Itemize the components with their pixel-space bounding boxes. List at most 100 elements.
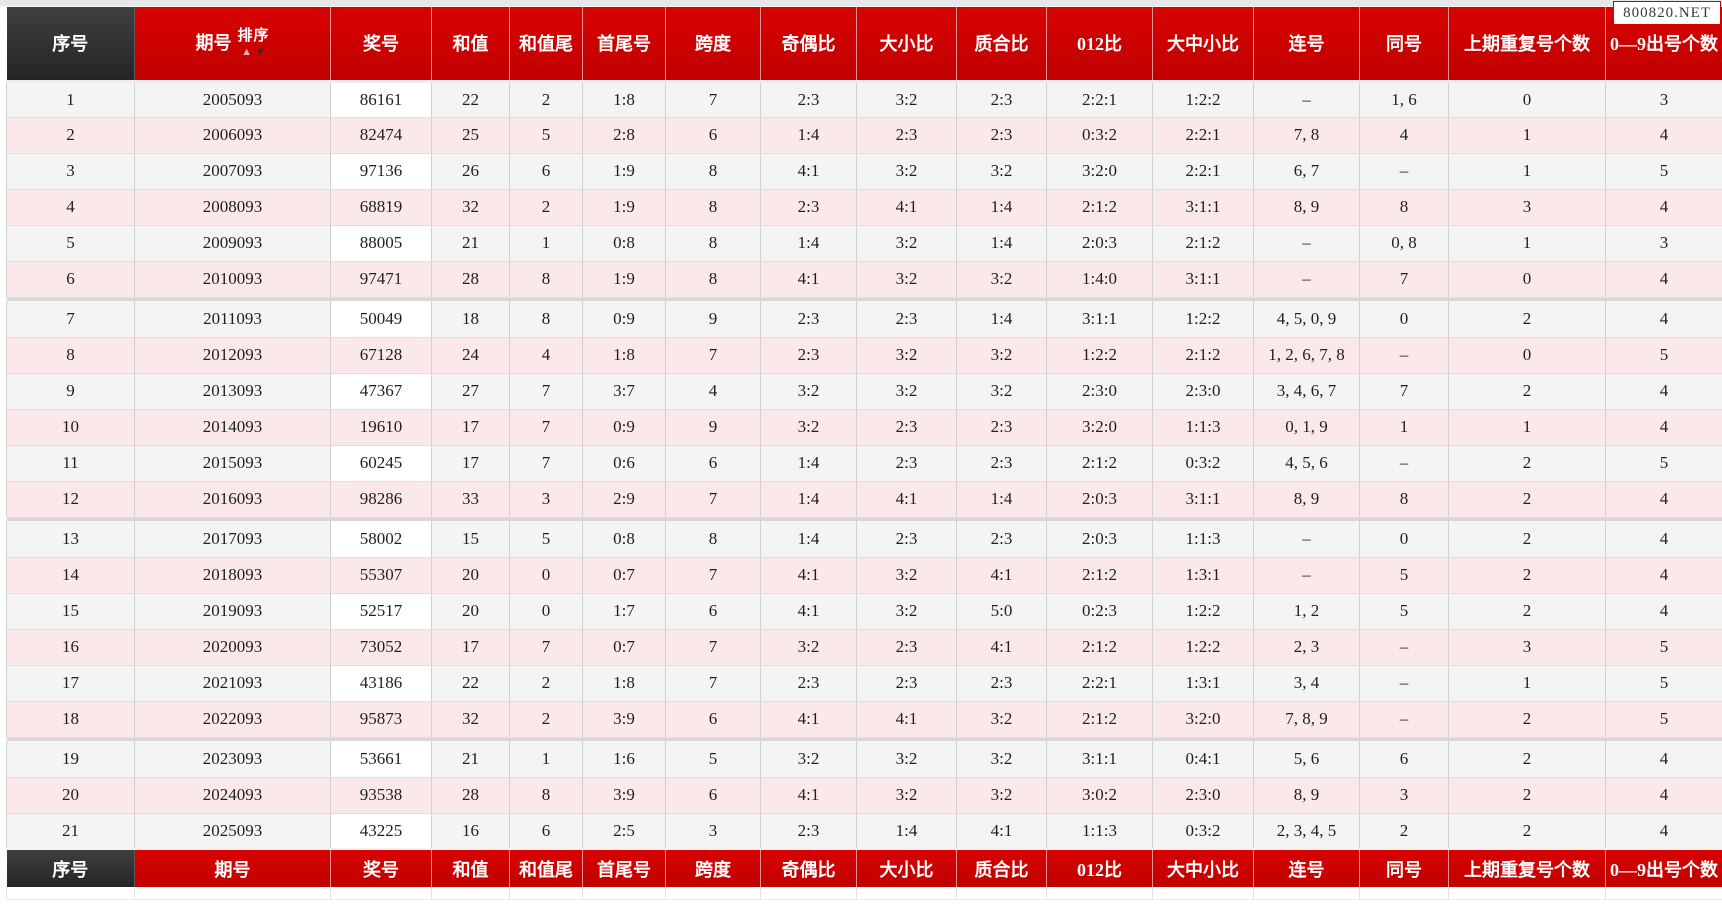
footer-column-same-number: 同号 bbox=[1359, 848, 1449, 887]
cell-consecutive: 1, 2 bbox=[1253, 593, 1360, 630]
cell-ratio-012: 3:2:0 bbox=[1046, 153, 1153, 190]
cell-digit-count: 5 bbox=[1605, 445, 1722, 482]
table-row: 16 2020093 73052 17 7 0:7 7 3:2 2:3 4:1 2:1:2 1:2:2… bbox=[6, 629, 1722, 666]
cell-issue: 2021093 bbox=[134, 665, 331, 702]
cell-seq: 14 bbox=[6, 557, 135, 594]
cell-ratio-012: 2:0:3 bbox=[1046, 481, 1153, 518]
cell-prize: 88005 bbox=[330, 225, 432, 262]
cell-digit-count: 4 bbox=[1605, 593, 1722, 630]
cell-prev-repeat: 0 bbox=[1448, 337, 1606, 374]
cell-seq: 13 bbox=[6, 521, 135, 558]
footer-column-ratio-012: 012比 bbox=[1046, 848, 1153, 887]
cell-sum-tail: 3 bbox=[509, 481, 583, 518]
cell-consecutive: – bbox=[1253, 521, 1360, 558]
cell-prize: 82474 bbox=[330, 117, 432, 154]
table-row: 18 2022093 95873 32 2 3:9 6 4:1 4:1 3:2 2:1:2 3:2:0… bbox=[6, 701, 1722, 738]
group-separator bbox=[6, 517, 1722, 521]
cell-consecutive: 4, 5, 6 bbox=[1253, 445, 1360, 482]
cell-same-number: 0 bbox=[1359, 301, 1449, 338]
cell-digit-count: 4 bbox=[1605, 189, 1722, 226]
cell-span: 8 bbox=[665, 261, 761, 298]
cell-big-small: 2:3 bbox=[856, 521, 957, 558]
cell-prize: 86161 bbox=[330, 81, 432, 118]
cell-issue: 2019093 bbox=[134, 593, 331, 630]
table-row: 13 2017093 58002 15 5 0:8 8 1:4 2:3 2:3 2:0:3 1:1:3… bbox=[6, 521, 1722, 558]
cell-sum-tail: 2 bbox=[509, 701, 583, 738]
cell-ratio-012: 0:2:3 bbox=[1046, 593, 1153, 630]
cell-sum-tail: 8 bbox=[509, 261, 583, 298]
sort-descending-icon[interactable]: ▼ bbox=[254, 45, 266, 58]
footer-column-issue: 期号 bbox=[134, 848, 331, 887]
cell-sum-tail: 7 bbox=[509, 409, 583, 446]
cell-seq: 8 bbox=[6, 337, 135, 374]
cell-prize: 19610 bbox=[330, 409, 432, 446]
footer-column-odd-even: 奇偶比 bbox=[760, 848, 857, 887]
cell-prime-comp: 2:3 bbox=[956, 445, 1047, 482]
cell-big-small: 3:2 bbox=[856, 261, 957, 298]
sort-ascending-icon[interactable]: ▲ bbox=[241, 45, 252, 58]
cell-first-last: 1:9 bbox=[582, 153, 666, 190]
cell-digit-count: 5 bbox=[1605, 665, 1722, 702]
partial-cell-first-last bbox=[582, 887, 666, 900]
column-header-ratio-012: 012比 bbox=[1046, 7, 1153, 83]
cell-prize: 73052 bbox=[330, 629, 432, 666]
cell-prev-repeat: 3 bbox=[1448, 629, 1606, 666]
cell-big-small: 4:1 bbox=[856, 481, 957, 518]
cell-digit-count: 4 bbox=[1605, 557, 1722, 594]
cell-prize: 52517 bbox=[330, 593, 432, 630]
cell-big-small: 3:2 bbox=[856, 741, 957, 778]
cell-big-small: 2:3 bbox=[856, 117, 957, 154]
cell-prev-repeat: 2 bbox=[1448, 445, 1606, 482]
cell-span: 9 bbox=[665, 409, 761, 446]
cell-sum: 21 bbox=[431, 225, 510, 262]
cell-ratio-012: 2:1:2 bbox=[1046, 557, 1153, 594]
cell-sum: 28 bbox=[431, 777, 510, 814]
cell-odd-even: 2:3 bbox=[760, 81, 857, 118]
cell-digit-count: 4 bbox=[1605, 117, 1722, 154]
cell-ratio-012: 0:3:2 bbox=[1046, 117, 1153, 154]
cell-issue: 2012093 bbox=[134, 337, 331, 374]
column-header-same-number: 同号 bbox=[1359, 7, 1449, 83]
cell-digit-count: 5 bbox=[1605, 629, 1722, 666]
group-separator bbox=[6, 297, 1722, 301]
cell-sum: 16 bbox=[431, 813, 510, 850]
cell-seq: 16 bbox=[6, 629, 135, 666]
sort-arrows: ▲ ▼ bbox=[241, 46, 266, 58]
cell-sum: 32 bbox=[431, 701, 510, 738]
footer-column-digit-count: 0—9出号个数 bbox=[1605, 848, 1722, 887]
cell-digit-count: 4 bbox=[1605, 301, 1722, 338]
cell-odd-even: 3:2 bbox=[760, 741, 857, 778]
cell-big-mid-small: 1:2:2 bbox=[1152, 629, 1254, 666]
cell-big-mid-small: 0:3:2 bbox=[1152, 445, 1254, 482]
sort-widget[interactable]: 排序 ▲ ▼ bbox=[237, 28, 269, 58]
cell-big-small: 3:2 bbox=[856, 153, 957, 190]
cell-digit-count: 4 bbox=[1605, 261, 1722, 298]
cell-digit-count: 4 bbox=[1605, 741, 1722, 778]
cell-big-mid-small: 2:3:0 bbox=[1152, 373, 1254, 410]
footer-column-prime-comp: 质合比 bbox=[956, 848, 1047, 887]
cell-first-last: 1:8 bbox=[582, 337, 666, 374]
cell-prize: 55307 bbox=[330, 557, 432, 594]
table-row: 4 2008093 68819 32 2 1:9 8 2:3 4:1 1:4 2:1:2 3:1:1 8… bbox=[6, 189, 1722, 226]
cell-first-last: 0:9 bbox=[582, 409, 666, 446]
cell-consecutive: – bbox=[1253, 261, 1360, 298]
cell-ratio-012: 2:1:2 bbox=[1046, 189, 1153, 226]
partial-cell-issue bbox=[134, 887, 331, 900]
header-row: 序号 期号 排序 ▲ ▼ 奖号 和值 和值尾 bbox=[6, 7, 1722, 83]
cell-sum-tail: 0 bbox=[509, 557, 583, 594]
lottery-stats-table: 序号 期号 排序 ▲ ▼ 奖号 和值 和值尾 bbox=[6, 7, 1722, 900]
cell-prime-comp: 2:3 bbox=[956, 81, 1047, 118]
column-header-odd-even: 奇偶比 bbox=[760, 7, 857, 83]
column-header-issue[interactable]: 期号 排序 ▲ ▼ bbox=[134, 7, 331, 83]
cell-sum: 20 bbox=[431, 557, 510, 594]
cell-first-last: 1:8 bbox=[582, 81, 666, 118]
cell-ratio-012: 3:0:2 bbox=[1046, 777, 1153, 814]
cell-ratio-012: 3:1:1 bbox=[1046, 741, 1153, 778]
cell-prime-comp: 4:1 bbox=[956, 813, 1047, 850]
cell-span: 4 bbox=[665, 373, 761, 410]
cell-prev-repeat: 2 bbox=[1448, 557, 1606, 594]
cell-first-last: 1:7 bbox=[582, 593, 666, 630]
cell-first-last: 3:9 bbox=[582, 701, 666, 738]
cell-sum-tail: 8 bbox=[509, 777, 583, 814]
cell-issue: 2014093 bbox=[134, 409, 331, 446]
